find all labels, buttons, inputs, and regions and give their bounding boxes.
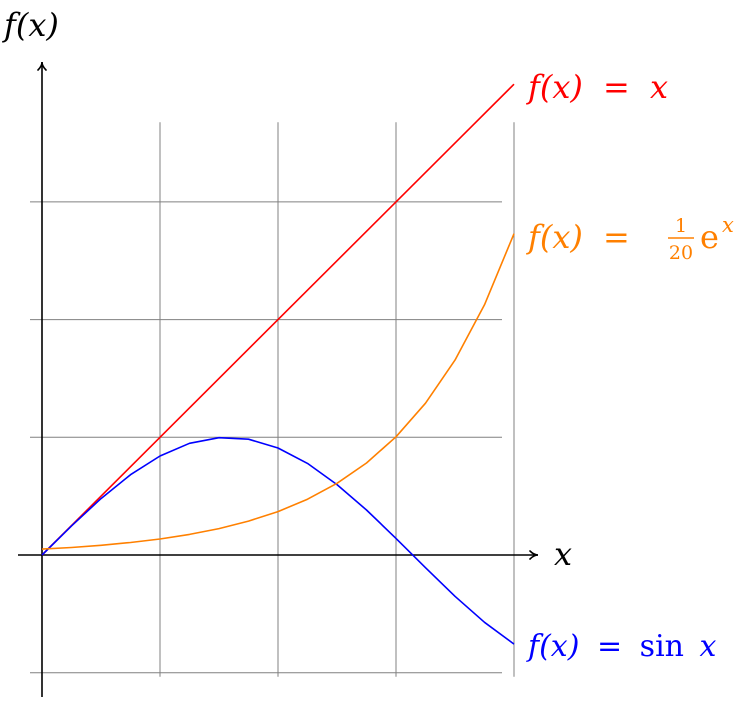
exp-label-eq: = (603, 218, 630, 256)
sine-label-fn: sin (640, 629, 684, 664)
series-label-linear: f(x) = x (526, 68, 668, 106)
exp-label-exponent: x (722, 213, 734, 237)
grid (30, 122, 515, 677)
svg-text:f(x) =: f(x) = (526, 218, 630, 256)
series-line-linear (41, 83, 515, 556)
y-axis-label: f(x) (2, 6, 59, 44)
series-label-exp: f(x) = 1 20 e x (526, 213, 734, 264)
series-line-sine (41, 436, 515, 645)
sine-label-eq: = (597, 629, 622, 664)
series-label-sine: f(x) = sin x (526, 629, 717, 664)
exp-label-denominator: 20 (669, 242, 693, 264)
exp-label-base: e (700, 218, 719, 256)
x-axis-label: x (554, 535, 572, 573)
series-line-exp (41, 233, 515, 550)
sine-label-rhs: x (700, 629, 717, 664)
linear-label-rhs: x (650, 68, 668, 106)
axes (18, 61, 539, 697)
svg-text:f(x) = x: f(x) = x (526, 68, 668, 106)
svg-text:f(x) = sin x: f(x) = sin x (526, 629, 717, 664)
linear-label-eq: = (603, 68, 630, 106)
linear-label-lhs: f(x) (526, 68, 583, 106)
exp-label-lhs: f(x) (526, 218, 583, 256)
sine-label-lhs: f(x) (526, 629, 579, 664)
exp-label-numerator: 1 (675, 215, 687, 237)
series-lines (41, 83, 515, 645)
